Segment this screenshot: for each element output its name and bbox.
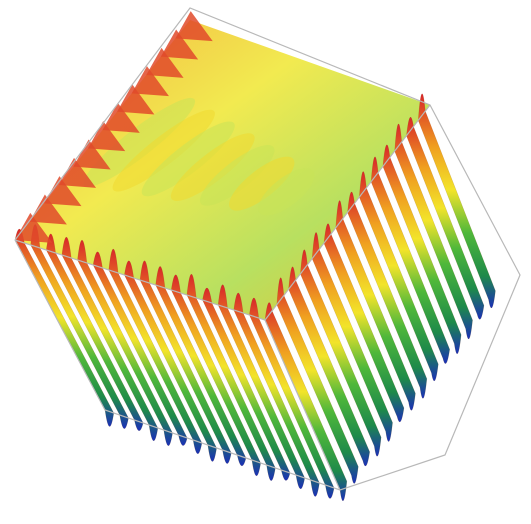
back-ridge xyxy=(102,102,140,133)
back-ridge xyxy=(117,84,155,115)
back-ridge xyxy=(73,139,111,170)
back-ridge xyxy=(131,66,169,97)
ridge xyxy=(417,93,496,309)
back-ridge xyxy=(58,157,97,188)
surface xyxy=(14,11,496,502)
back-ridge xyxy=(87,121,126,152)
ridge xyxy=(323,223,405,423)
ripple xyxy=(258,168,315,216)
ridge xyxy=(394,123,473,340)
box-edge xyxy=(264,319,341,491)
back-ridge xyxy=(29,194,67,225)
back-ridge xyxy=(160,29,199,60)
ridge xyxy=(300,249,382,457)
back-ridge xyxy=(175,11,213,42)
ridge xyxy=(311,232,393,442)
ripple xyxy=(112,109,215,192)
back-ridge xyxy=(15,212,53,243)
ripple xyxy=(199,144,275,206)
ridge xyxy=(276,277,359,484)
ridge xyxy=(359,171,439,382)
ripple xyxy=(141,121,235,197)
ripple xyxy=(229,156,295,211)
ridge xyxy=(347,191,428,399)
ridge xyxy=(288,266,370,467)
ridge xyxy=(370,156,450,364)
back-ridge xyxy=(44,176,82,207)
ripple xyxy=(170,133,255,201)
ridge xyxy=(335,200,416,411)
box-outline xyxy=(14,7,521,491)
bounding-box xyxy=(14,7,521,491)
ridge xyxy=(264,302,348,502)
ripple xyxy=(83,97,196,187)
ridge xyxy=(382,144,462,354)
ridge xyxy=(406,116,485,320)
back-ridge xyxy=(146,47,184,78)
